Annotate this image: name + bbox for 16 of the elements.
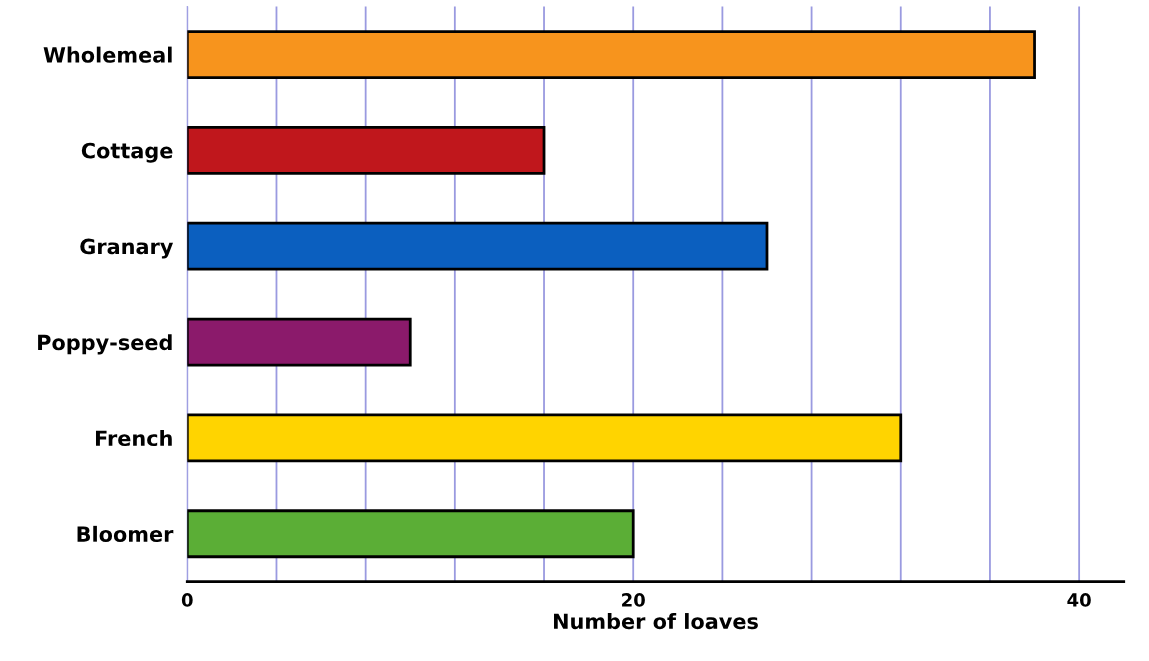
- y-tick-label: French: [95, 430, 172, 447]
- bar: [187, 509, 635, 559]
- y-tick-label: Cottage: [81, 142, 173, 163]
- y-tick-label: Wholemeal: [43, 46, 172, 63]
- x-tick-label: 0: [181, 593, 193, 607]
- x-tick-label: 40: [1067, 593, 1091, 607]
- x-axis-title: Number of loaves: [554, 613, 758, 630]
- y-tick-label: Bloomer: [77, 525, 174, 542]
- bar: [187, 221, 769, 271]
- bar: [187, 125, 546, 175]
- bar: [187, 317, 412, 367]
- x-tick-label: 20: [622, 593, 645, 607]
- y-tick-label: Granary: [80, 238, 174, 259]
- bar: [187, 413, 903, 463]
- y-tick-label: Poppy-seed: [38, 334, 172, 355]
- bar: [187, 30, 1036, 79]
